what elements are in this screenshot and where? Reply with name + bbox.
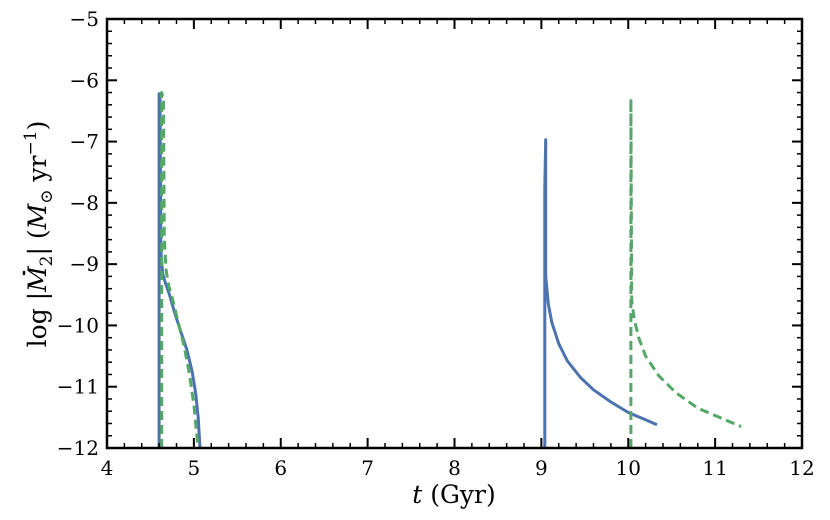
- solid-series-line-2: [543, 138, 658, 448]
- x-tick-label: 4: [101, 456, 114, 480]
- dashed-series-line-2: [629, 97, 742, 448]
- y-tick-label: −12: [57, 436, 99, 460]
- x-tick-label: 10: [616, 456, 641, 480]
- series-layer: [157, 91, 742, 449]
- x-tick-label: 12: [789, 456, 814, 480]
- x-axis-label: t (Gyr): [412, 480, 496, 509]
- y-tick-label: −7: [70, 130, 99, 154]
- y-tick-label: −10: [57, 313, 99, 337]
- solid-series-line-1: [157, 92, 202, 449]
- plot-frame: [105, 17, 804, 450]
- y-tick-label: −8: [70, 191, 99, 215]
- dashed-series-line-1: [160, 91, 200, 449]
- x-tick-label: 7: [361, 456, 374, 480]
- y-tick-label: −11: [57, 375, 99, 399]
- x-tick-label: 11: [702, 456, 727, 480]
- y-axis-label: log |M2| (M⊙ yr−1): [21, 121, 57, 348]
- x-tick-label: 8: [448, 456, 461, 480]
- x-tick-label: 6: [274, 456, 287, 480]
- x-tick-label: 5: [188, 456, 201, 480]
- y-tick-label: −9: [70, 252, 99, 276]
- x-tick-label: 9: [535, 456, 548, 480]
- y-tick-label: −5: [70, 7, 99, 31]
- y-tick-label: −6: [70, 68, 99, 92]
